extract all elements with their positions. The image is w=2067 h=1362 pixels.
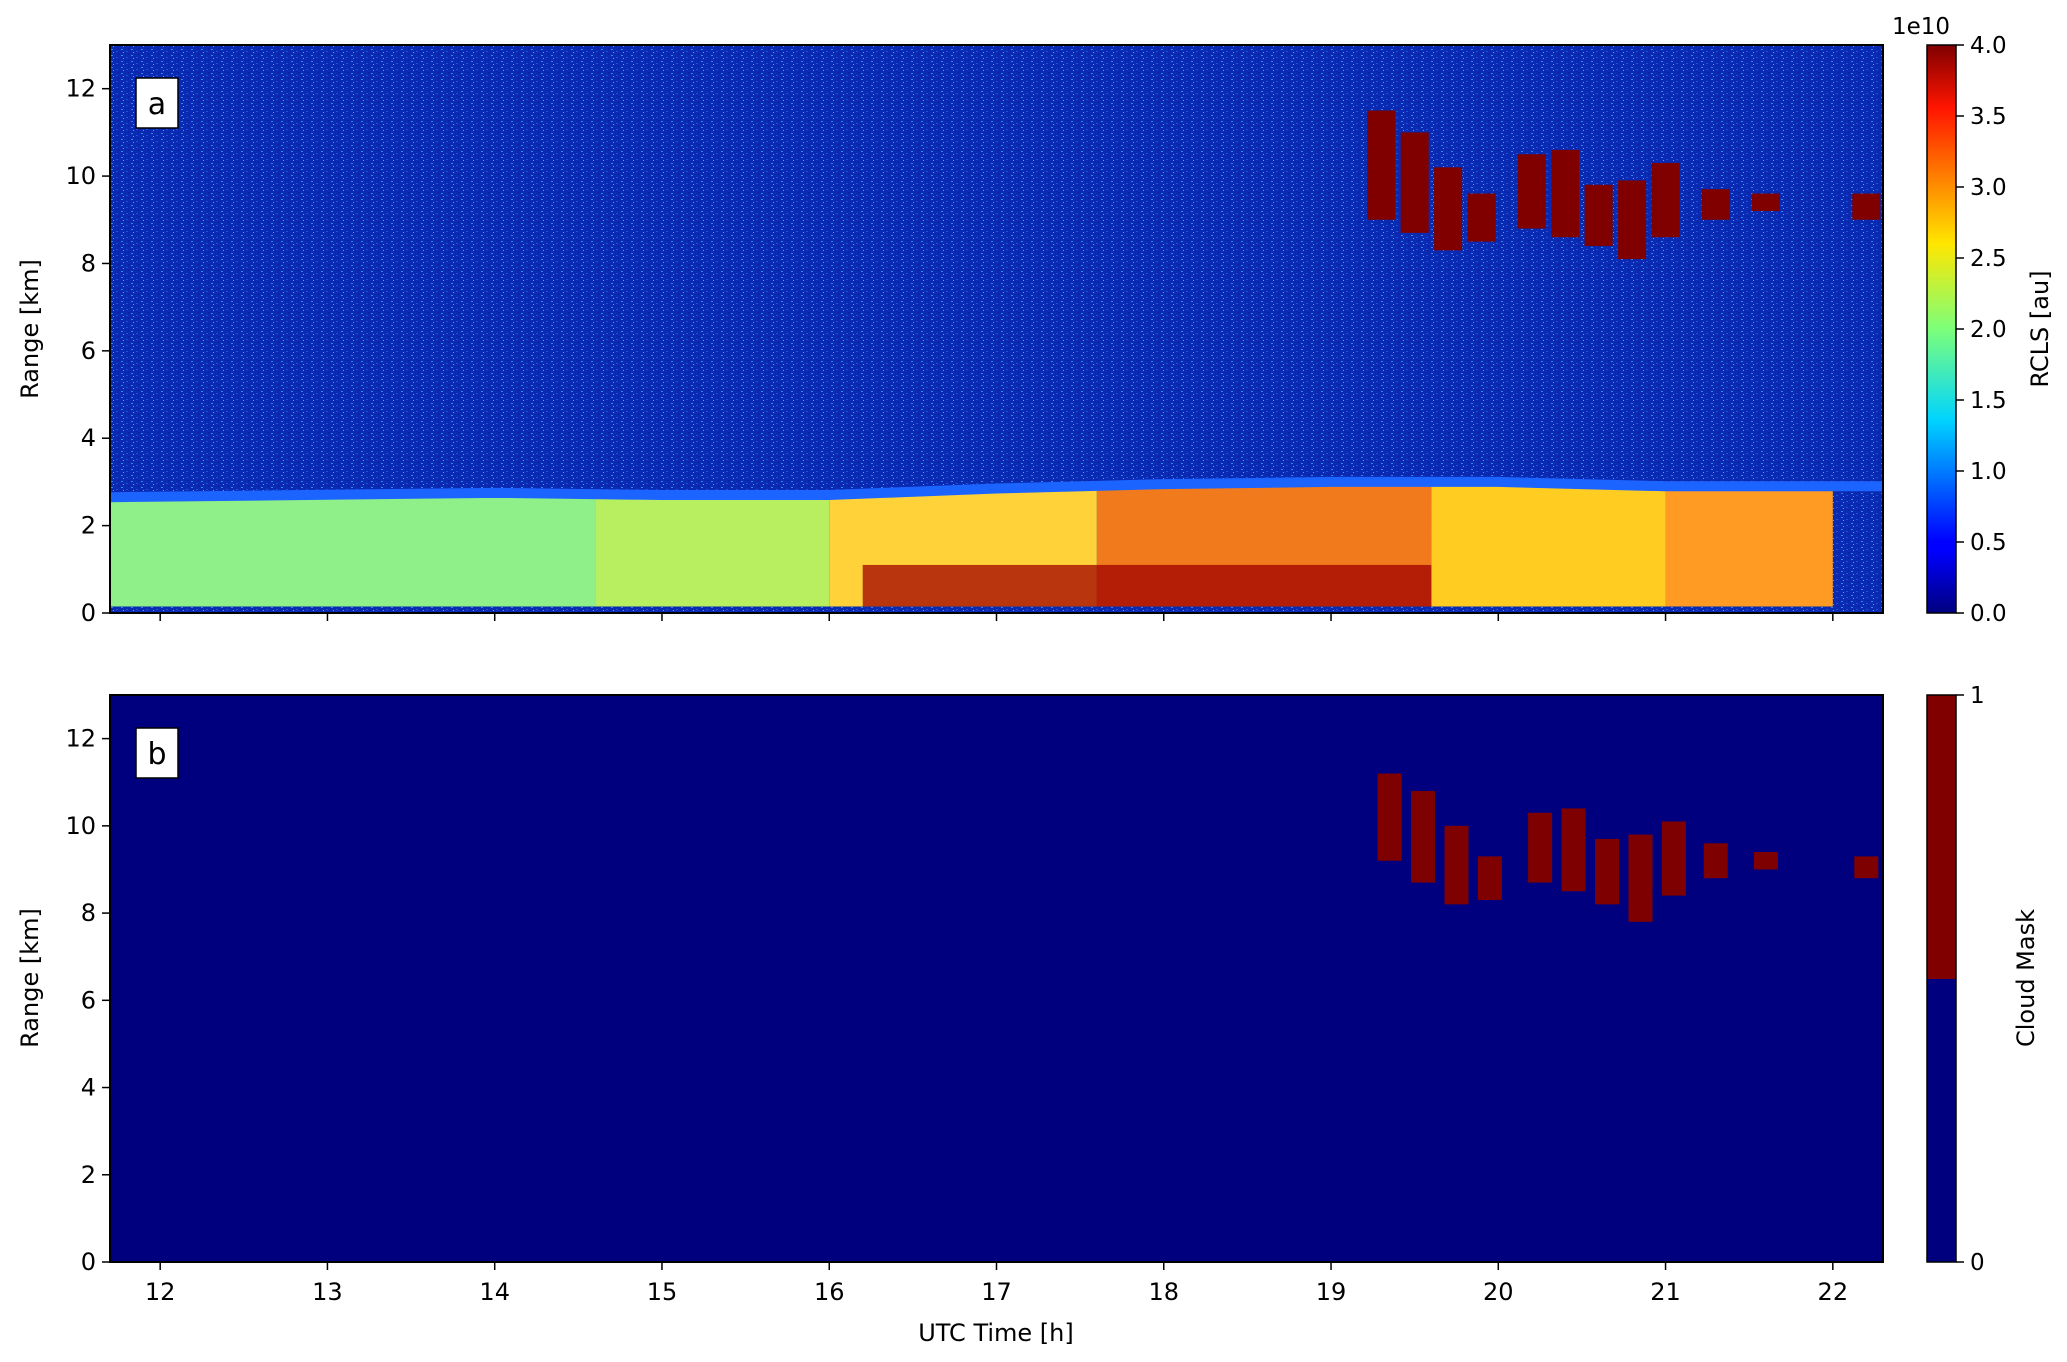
colorbar-b-frame [1926, 694, 1957, 1263]
boundary-layer-segment [1431, 481, 1666, 607]
cloud-mask-cell [1377, 773, 1402, 861]
panel-b-ylabel: Range [km] [16, 908, 44, 1048]
boundary-layer-top [110, 476, 1883, 503]
colorbar-a-tick-label: 3.0 [1970, 175, 2007, 201]
panel-a-label: a [148, 87, 166, 122]
y-tick-label: 2 [81, 1161, 96, 1189]
cirrus-cloud-cell [1852, 193, 1881, 220]
panel-a-label-box [135, 77, 179, 129]
x-tick-label: 22 [1818, 1278, 1849, 1306]
panel-b-background [110, 695, 1883, 1262]
colorbar-b-tick-label: 0 [1970, 1250, 1985, 1276]
cirrus-cloud-cell [1584, 184, 1613, 246]
y-tick-label: 8 [81, 249, 96, 277]
cloud-mask-cell [1753, 852, 1778, 870]
colorbar-b-lower [1927, 978, 1956, 1262]
x-tick-label: 13 [312, 1278, 343, 1306]
colorbar-a-tick-label: 1.0 [1970, 459, 2007, 485]
cirrus-cloud-cell [1367, 110, 1396, 220]
colorbar-a-tick-label: 0.5 [1970, 530, 2007, 556]
cirrus-cloud-cell [1434, 167, 1463, 251]
colorbar-a-tick-label: 2.5 [1970, 246, 2007, 272]
x-tick-label: 14 [479, 1278, 510, 1306]
cloud-mask-cell [1595, 838, 1620, 905]
cloud-mask-cell [1477, 856, 1502, 900]
colorbar-a-label: RCLS [au] [2026, 270, 2054, 387]
colorbar-a-gradient [1926, 44, 1957, 614]
cloud-mask-cell [1661, 821, 1686, 896]
cirrus-cloud-cell [1701, 189, 1730, 220]
cloud-mask-cell [1528, 812, 1553, 883]
colorbar-a-offset: 1e10 [1892, 14, 1950, 40]
colorbar-a-tick-label: 1.5 [1970, 388, 2007, 414]
y-tick-label: 8 [81, 899, 96, 927]
y-tick-label: 6 [81, 986, 96, 1014]
cirrus-cloud-cell [1517, 154, 1546, 229]
cloud-mask-cell [1444, 825, 1469, 905]
x-tick-label: 16 [814, 1278, 845, 1306]
colorbar-b: 0 1 Cloud Mask [1926, 683, 2040, 1276]
y-tick-label: 6 [81, 337, 96, 365]
boundary-layer-segment [1665, 486, 1833, 607]
colorbar-b-upper [1927, 695, 1956, 979]
x-tick-label: 12 [145, 1278, 176, 1306]
colorbar-b-tick-label: 1 [1970, 683, 1985, 709]
surface-aerosol-band [862, 564, 1432, 607]
panel-a-ylabel: Range [km] [16, 259, 44, 399]
y-tick-label: 4 [81, 424, 96, 452]
cloud-mask-cell [1628, 834, 1653, 922]
y-tick-label: 10 [65, 162, 96, 190]
panel-a-heatmap: a 0 2 4 6 8 10 12 Range [km] [16, 44, 1884, 627]
cloud-mask-cell [1854, 856, 1879, 879]
panel-b-heatmap: b 0 2 4 6 8 10 12 Range [km] 12 13 14 15 16 17 18 19 2… [16, 694, 1884, 1306]
cirrus-cloud-cell [1751, 193, 1780, 212]
cirrus-cloud-cell [1551, 149, 1580, 238]
cloud-mask-cell [1561, 808, 1586, 892]
cirrus-cloud-cell [1651, 162, 1680, 238]
y-tick-label: 4 [81, 1074, 96, 1102]
x-tick-label: 18 [1148, 1278, 1179, 1306]
y-tick-label: 12 [65, 725, 96, 753]
colorbar-a-tick-label: 2.0 [1970, 317, 2007, 343]
cirrus-cloud-cell [1467, 193, 1496, 242]
colorbar-a-tick-label: 0.0 [1970, 601, 2007, 627]
panel-b-label: b [147, 737, 166, 772]
colorbar-a: 0.0 0.5 1.0 1.5 2.0 2.5 3.0 3.5 4.0 1e10 RCLS [a… [1892, 14, 2054, 627]
y-tick-label: 2 [81, 512, 96, 540]
boundary-layer-segment [595, 494, 830, 607]
cirrus-cloud-cell [1400, 132, 1429, 233]
x-tick-label: 17 [981, 1278, 1012, 1306]
colorbar-a-tick-label: 3.5 [1970, 104, 2007, 130]
x-tick-label: 19 [1316, 1278, 1347, 1306]
x-tick-label: 21 [1650, 1278, 1681, 1306]
cloud-mask-cell [1703, 843, 1728, 879]
x-axis-label: UTC Time [h] [918, 1319, 1074, 1347]
colorbar-a-tick-label: 4.0 [1970, 33, 2007, 59]
y-tick-label: 12 [65, 75, 96, 103]
y-tick-label: 0 [81, 1248, 96, 1276]
y-tick-label: 0 [81, 599, 96, 627]
y-tick-label: 10 [65, 812, 96, 840]
panel-b-label-box [135, 727, 179, 779]
x-tick-label: 20 [1483, 1278, 1514, 1306]
boundary-layer-segment [110, 493, 596, 607]
x-tick-label: 15 [647, 1278, 678, 1306]
cloud-mask-cell [1411, 790, 1436, 883]
cirrus-cloud-cell [1618, 180, 1647, 260]
colorbar-b-label: Cloud Mask [2012, 909, 2040, 1047]
